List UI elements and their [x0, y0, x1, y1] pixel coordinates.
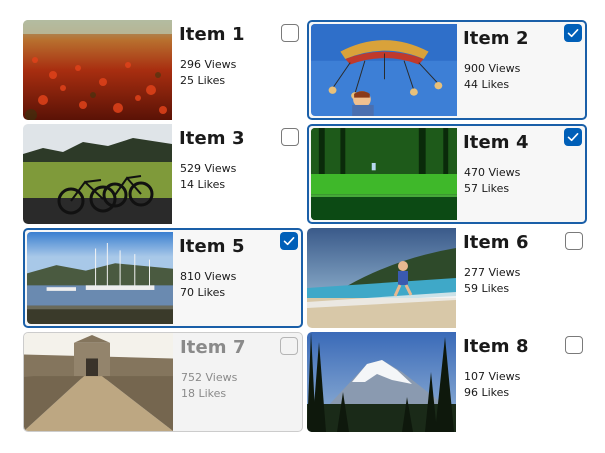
item-2-views: 900 Views	[464, 62, 521, 75]
item-8-views: 107 Views	[464, 370, 521, 383]
item-1-title: Item 1	[179, 24, 245, 45]
checkmark-icon	[567, 133, 579, 142]
item-card-1[interactable]: Item 1 296 Views 25 Likes	[23, 20, 303, 120]
item-1-likes: 25 Likes	[180, 74, 226, 87]
item-6-likes: 59 Likes	[464, 282, 510, 295]
item-card-8[interactable]: Item 8 107 Views 96 Likes	[307, 332, 587, 432]
item-7-views: 752 Views	[181, 371, 238, 384]
item-6-checkbox[interactable]	[565, 232, 583, 250]
item-2-title: Item 2	[463, 28, 529, 49]
item-5-views: 810 Views	[180, 270, 237, 283]
checkmark-icon	[567, 29, 579, 38]
item-8-checkbox[interactable]	[565, 336, 583, 354]
item-7-checkbox	[280, 337, 298, 355]
item-card-5[interactable]: Item 5 810 Views 70 Likes	[23, 228, 303, 328]
item-2-checkbox[interactable]	[564, 24, 582, 42]
item-8-title: Item 8	[463, 336, 529, 357]
checkmark-icon	[283, 237, 295, 246]
item-card-7: Item 7 752 Views 18 Likes	[23, 332, 303, 432]
item-2-likes: 44 Likes	[464, 78, 510, 91]
item-2-image	[311, 24, 457, 116]
item-5-title: Item 5	[179, 236, 245, 257]
item-8-likes: 96 Likes	[464, 386, 510, 399]
item-3-likes: 14 Likes	[180, 178, 226, 191]
item-card-4[interactable]: Item 4 470 Views 57 Likes	[307, 124, 587, 224]
item-7-title: Item 7	[180, 337, 246, 358]
item-3-title: Item 3	[179, 128, 245, 149]
item-1-checkbox[interactable]	[281, 24, 299, 42]
item-card-6[interactable]: Item 6 277 Views 59 Likes	[307, 228, 587, 328]
item-5-likes: 70 Likes	[180, 286, 226, 299]
item-4-checkbox[interactable]	[564, 128, 582, 146]
item-6-views: 277 Views	[464, 266, 521, 279]
item-7-image	[24, 333, 173, 431]
item-8-image	[307, 332, 456, 432]
item-3-views: 529 Views	[180, 162, 237, 175]
item-7-likes: 18 Likes	[181, 387, 227, 400]
item-1-image	[23, 20, 172, 120]
item-3-image	[23, 124, 172, 224]
item-card-2[interactable]: Item 2 900 Views 44 Likes	[307, 20, 587, 120]
item-5-image	[27, 232, 173, 324]
item-card-3[interactable]: Item 3 529 Views 14 Likes	[23, 124, 303, 224]
item-4-likes: 57 Likes	[464, 182, 510, 195]
item-4-title: Item 4	[463, 132, 529, 153]
item-4-views: 470 Views	[464, 166, 521, 179]
item-5-checkbox[interactable]	[280, 232, 298, 250]
item-4-image	[311, 128, 457, 220]
item-1-views: 296 Views	[180, 58, 237, 71]
item-6-title: Item 6	[463, 232, 529, 253]
item-6-image	[307, 228, 456, 328]
item-3-checkbox[interactable]	[281, 128, 299, 146]
